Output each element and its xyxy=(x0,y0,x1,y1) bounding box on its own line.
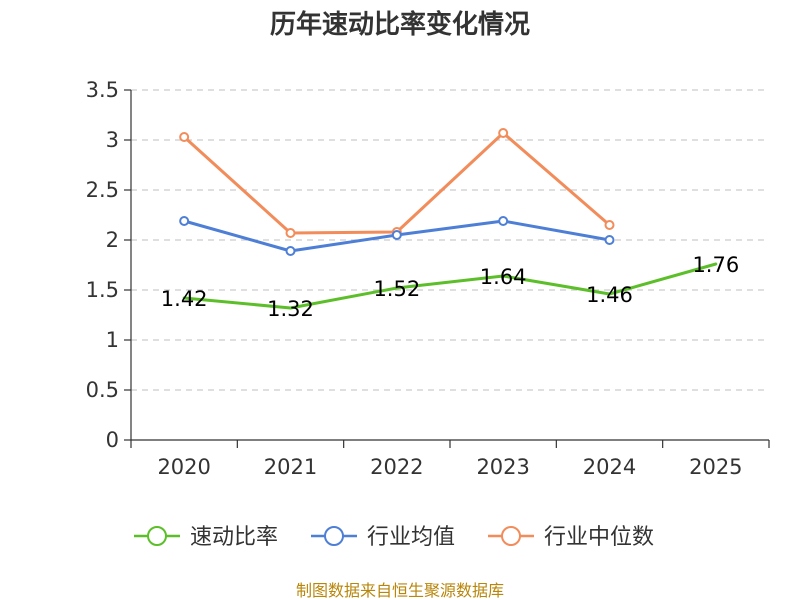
x-tick-label: 2024 xyxy=(583,455,636,479)
y-tick-label: 3 xyxy=(106,128,119,152)
source-note: 制图数据来自恒生聚源数据库 xyxy=(296,581,504,600)
legend-marker-1 xyxy=(324,526,344,546)
legend-label-2: 行业中位数 xyxy=(544,525,654,550)
y-tick-label: 1 xyxy=(106,328,119,352)
series-point xyxy=(391,230,402,240)
legend-label-0: 速动比率 xyxy=(190,525,278,550)
series-point xyxy=(285,246,296,256)
data-label: 1.52 xyxy=(373,277,420,301)
legend: 速动比率 行业均值 行业中位数 xyxy=(134,525,654,550)
series-line-0 xyxy=(182,262,718,310)
y-tick-label: 0.5 xyxy=(86,378,119,402)
data-label: 1.46 xyxy=(586,283,633,307)
data-label: 1.64 xyxy=(480,265,527,289)
series-point xyxy=(179,216,190,226)
y-tick-label: 0 xyxy=(106,428,119,452)
x-tick-label: 2023 xyxy=(476,455,529,479)
x-tick-label: 2020 xyxy=(157,455,210,479)
legend-marker-2 xyxy=(501,526,521,546)
x-tick-label: 2025 xyxy=(689,455,742,479)
y-tick-label: 1.5 xyxy=(86,278,119,302)
series-point xyxy=(179,132,190,142)
x-tick-label: 2021 xyxy=(264,455,317,479)
data-label: 1.32 xyxy=(267,297,314,321)
data-label: 1.42 xyxy=(161,287,208,311)
series-point xyxy=(498,128,509,138)
series-point xyxy=(285,228,296,238)
y-tick-label: 2 xyxy=(106,228,119,252)
series-point xyxy=(604,220,615,230)
y-tick-label: 2.5 xyxy=(86,178,119,202)
chart-title: 历年速动比率变化情况 xyxy=(270,9,530,40)
legend-label-1: 行业均值 xyxy=(367,525,455,550)
x-tick-label: 2022 xyxy=(370,455,423,479)
series xyxy=(179,128,718,310)
series-point xyxy=(498,216,509,226)
data-label: 1.76 xyxy=(692,253,739,277)
series-point xyxy=(604,235,615,245)
data-labels: 1.42 1.32 1.52 1.64 1.46 1.76 xyxy=(161,253,739,321)
legend-marker-0 xyxy=(147,526,167,546)
y-tick-label: 3.5 xyxy=(86,78,119,102)
grid xyxy=(131,89,769,391)
series-line-2 xyxy=(182,131,611,235)
